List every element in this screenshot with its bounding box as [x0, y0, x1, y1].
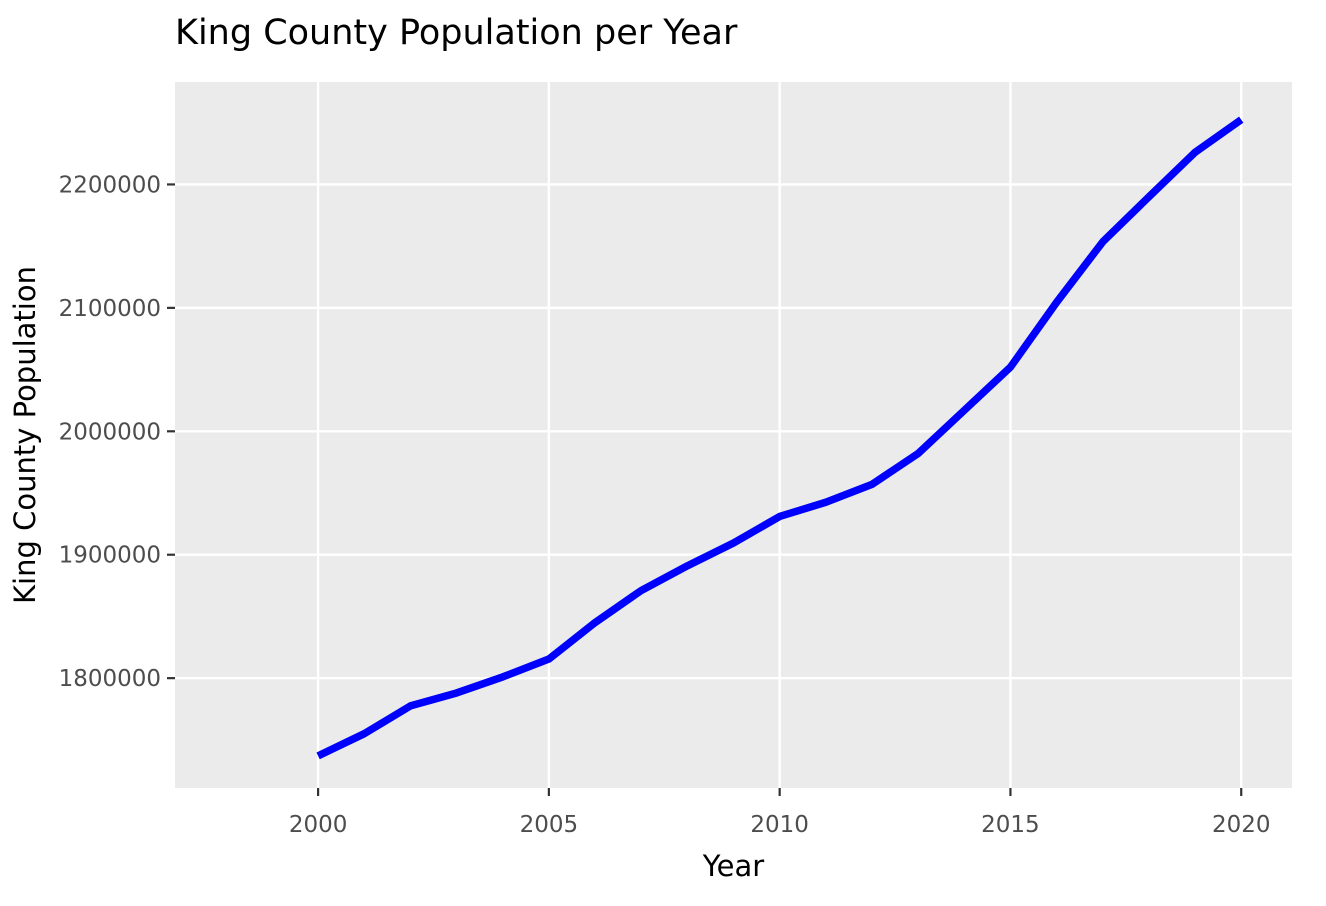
- y-tick-label: 1800000: [59, 666, 161, 692]
- y-tick-label: 2100000: [59, 296, 161, 322]
- chart-title: King County Population per Year: [175, 13, 738, 53]
- y-tick-label: 2200000: [59, 172, 161, 198]
- data-series: [316, 116, 1244, 760]
- x-axis-title: Year: [702, 849, 764, 883]
- y-axis-title: King County Population: [8, 266, 42, 604]
- y-tick-label: 1900000: [59, 543, 161, 569]
- population-line: [316, 116, 1244, 760]
- x-tick-label: 2015: [981, 812, 1040, 838]
- plot-panel: [175, 82, 1292, 788]
- x-axis: 2000 2005 2010 2015 2020: [289, 788, 1271, 838]
- gridlines: [175, 82, 1292, 788]
- x-tick-label: 2005: [520, 812, 579, 838]
- y-tick-label: 2000000: [59, 419, 161, 445]
- x-tick-label: 2010: [750, 812, 809, 838]
- y-axis: 1800000 1900000 2000000 2100000 2200000: [59, 172, 175, 692]
- x-tick-label: 2020: [1212, 812, 1271, 838]
- x-tick-label: 2000: [289, 812, 348, 838]
